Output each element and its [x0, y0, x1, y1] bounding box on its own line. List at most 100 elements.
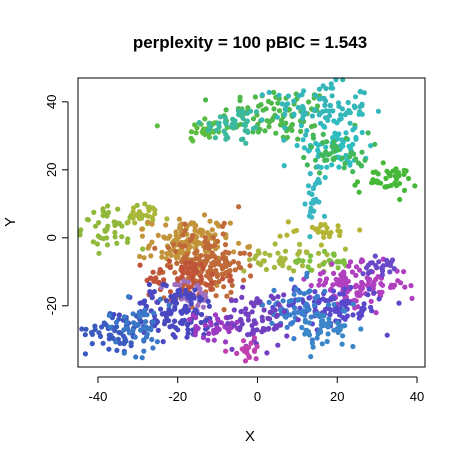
scatter-point [248, 340, 254, 346]
scatter-point [353, 134, 359, 141]
scatter-point [302, 201, 308, 207]
scatter-point [166, 302, 172, 308]
scatter-point [236, 240, 242, 246]
scatter-point [332, 130, 338, 136]
scatter-point [360, 271, 366, 277]
scatter-point [188, 129, 195, 135]
scatter-point [156, 280, 162, 286]
scatter-point [362, 157, 368, 163]
scatter-point [321, 234, 327, 240]
scatter-point [178, 293, 184, 299]
scatter-point [284, 333, 290, 339]
scatter-point [340, 291, 346, 297]
scatter-point [353, 264, 360, 270]
scatter-point [148, 325, 154, 331]
scatter-point [185, 279, 191, 285]
scatter-point [166, 306, 172, 312]
scatter-point [267, 252, 273, 258]
scatter-point [392, 180, 398, 186]
scatter-point [347, 259, 354, 265]
scatter-point [103, 228, 109, 234]
scatter-point [318, 95, 324, 101]
scatter-point [201, 212, 208, 218]
scatter-point [369, 180, 375, 186]
scatter-point [275, 250, 281, 256]
scatter-point [193, 328, 199, 335]
scatter-point [121, 314, 127, 320]
scatter-point [325, 117, 331, 123]
scatter-point [167, 324, 173, 330]
scatter-point [275, 294, 281, 300]
scatter-point [202, 260, 209, 266]
scatter-point [309, 214, 315, 220]
x-tick-label: -20 [168, 389, 187, 404]
y-tick-label: -20 [44, 296, 59, 315]
scatter-point [138, 327, 144, 333]
scatter-point [167, 289, 174, 295]
scatter-point [347, 160, 353, 166]
scatter-point [310, 186, 316, 192]
scatter-point [273, 323, 279, 329]
scatter-point [130, 311, 136, 317]
scatter-point [198, 253, 204, 259]
scatter-point [204, 282, 210, 288]
scatter-point [304, 162, 310, 168]
scatter-point [259, 314, 265, 320]
scatter-point [172, 292, 178, 298]
scatter-point [341, 260, 347, 267]
scatter-point [245, 312, 251, 318]
scatter-point [359, 308, 365, 314]
scatter-point [309, 191, 315, 197]
scatter-point [95, 233, 101, 239]
scatter-point [296, 257, 302, 263]
scatter-point [284, 324, 290, 330]
y-axis-label: Y [2, 217, 19, 227]
y-tick-label: 0 [44, 234, 59, 241]
scatter-point [166, 258, 173, 264]
scatter-point [271, 287, 277, 293]
scatter-point [90, 239, 96, 245]
scatter-point [229, 346, 235, 352]
scatter-point [282, 112, 288, 118]
scatter-point [206, 121, 212, 127]
scatter-point [261, 327, 267, 333]
scatter-point [316, 282, 322, 288]
scatter-point [114, 347, 120, 353]
scatter-point [192, 307, 198, 313]
scatter-point [162, 318, 168, 324]
scatter-point [88, 329, 95, 336]
scatter-point [177, 222, 183, 228]
scatter-point [295, 317, 301, 323]
scatter-point [318, 110, 324, 116]
scatter-point [299, 263, 306, 269]
scatter-point [206, 303, 212, 309]
scatter-point [125, 236, 131, 242]
scatter-point [238, 308, 244, 314]
scatter-point [233, 297, 239, 304]
scatter-point [231, 307, 237, 313]
scatter-point [291, 291, 297, 297]
scatter-point [89, 341, 95, 347]
scatter-point [163, 298, 170, 304]
scatter-point [148, 253, 154, 259]
scatter-point [376, 259, 382, 265]
scatter-point [223, 107, 229, 113]
scatter-point [350, 127, 356, 133]
scatter-point [307, 258, 313, 264]
scatter-point [117, 340, 123, 346]
scatter-point [291, 98, 297, 104]
scatter-point [330, 156, 336, 162]
scatter-point [132, 334, 138, 340]
scatter-point [341, 270, 347, 276]
scatter-point [359, 312, 365, 318]
scatter-point [247, 263, 253, 269]
scatter-point [99, 324, 105, 330]
scatter-point [281, 163, 287, 169]
scatter-point [348, 150, 354, 156]
scatter-point [115, 221, 121, 227]
scatter-point [172, 270, 178, 276]
scatter-point [116, 312, 122, 318]
scatter-point [294, 142, 300, 149]
scatter-point [317, 277, 323, 283]
